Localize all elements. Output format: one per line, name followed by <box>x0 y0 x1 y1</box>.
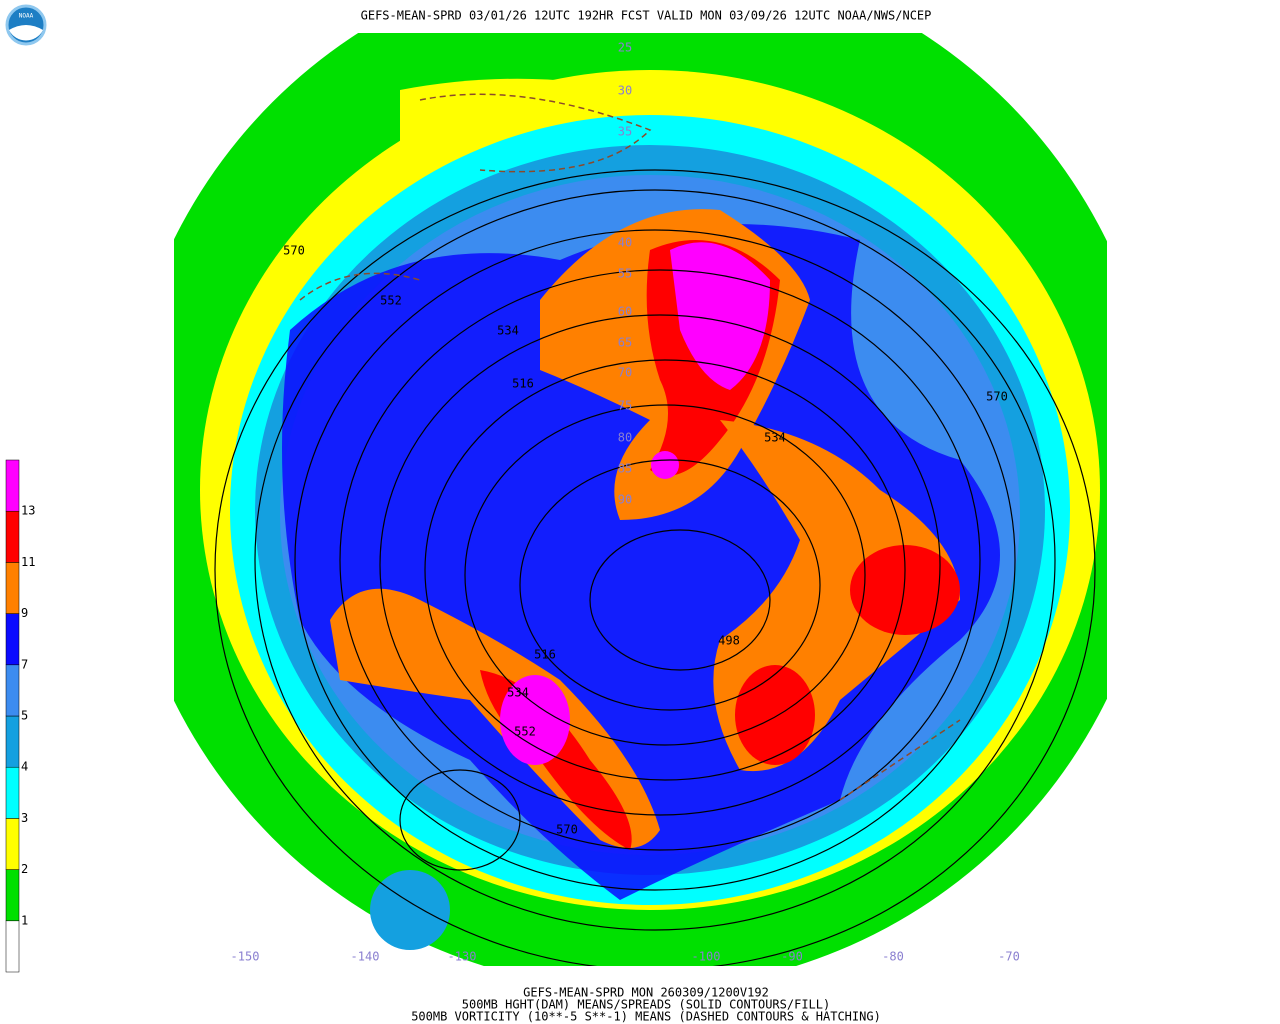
latitude-label: 80 <box>618 431 632 445</box>
legend-swatch <box>5 715 20 768</box>
latitude-label: 65 <box>618 336 632 350</box>
footer-line: GEFS-MEAN-SPRD MON 260309/1200V192 <box>523 986 769 1000</box>
latitude-label: 25 <box>618 41 632 55</box>
longitude-label: -80 <box>882 950 904 964</box>
map <box>174 33 1107 966</box>
legend-swatch <box>5 818 20 870</box>
legend-label: 11 <box>21 555 35 569</box>
latitude-label: 35 <box>618 125 632 139</box>
legend-swatch <box>5 562 20 614</box>
contour-label: 570 <box>283 244 305 258</box>
longitude-label: -140 <box>351 950 380 964</box>
latitude-label: 55 <box>618 267 632 281</box>
latitude-label: 90 <box>618 493 632 507</box>
contour-label: 570 <box>556 823 578 837</box>
longitude-label: -70 <box>998 950 1020 964</box>
logo: NOAA <box>5 4 47 46</box>
contour-label: 534 <box>507 686 529 700</box>
legend-label: 5 <box>21 709 28 723</box>
legend-swatch <box>5 510 20 563</box>
longitude-label: -90 <box>781 950 803 964</box>
logo-text: NOAA <box>19 13 34 20</box>
contour-label: 516 <box>534 648 556 662</box>
legend-label: 1 <box>21 913 28 927</box>
contour-label: 552 <box>514 725 536 739</box>
legend-swatch <box>5 459 20 512</box>
legend-swatch <box>5 664 20 717</box>
legend: 1 2 3 4 5 7 9 11 13 <box>5 459 35 973</box>
legend-swatch <box>5 766 20 819</box>
contour-label: 516 <box>512 377 534 391</box>
latitude-label: 60 <box>618 305 632 319</box>
legend-label: 2 <box>21 862 28 876</box>
latitude-label: 75 <box>618 399 632 413</box>
latitude-label: 70 <box>618 366 632 380</box>
legend-label: 13 <box>21 504 35 518</box>
longitude-label: -100 <box>692 950 721 964</box>
legend-label: 4 <box>21 760 28 774</box>
legend-swatch <box>5 920 20 973</box>
latitude-label: 30 <box>618 84 632 98</box>
latitude-label: 85 <box>618 462 632 476</box>
contour-label: 570 <box>986 390 1008 404</box>
contour-label: 552 <box>380 294 402 308</box>
contour-label: 534 <box>497 324 519 338</box>
title: GEFS-MEAN-SPRD 03/01/26 12UTC 192HR FCST… <box>361 9 932 23</box>
legend-label: 3 <box>21 811 28 825</box>
legend-swatch <box>5 613 20 666</box>
longitude-label: -130 <box>448 950 477 964</box>
legend-swatch <box>5 869 20 922</box>
contour-label: 498 <box>718 634 740 648</box>
legend-label: 7 <box>21 657 28 671</box>
longitude-label: -150 <box>231 950 260 964</box>
footer-line: 500MB HGHT(DAM) MEANS/SPREADS (SOLID CON… <box>462 998 830 1012</box>
contour-label: 534 <box>764 431 786 445</box>
footer-line: 500MB VORTICITY (10**-5 S**-1) MEANS (DA… <box>411 1010 881 1024</box>
legend-label: 9 <box>21 606 28 620</box>
latitude-label: 40 <box>618 236 632 250</box>
